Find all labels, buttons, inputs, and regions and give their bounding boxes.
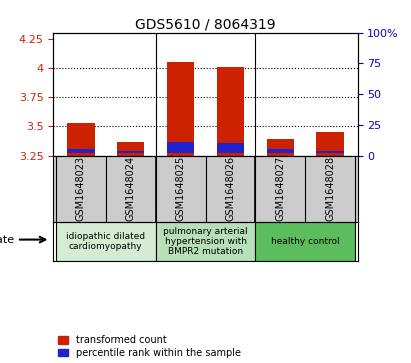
Text: GSM1648028: GSM1648028: [325, 156, 335, 221]
Text: GSM1648024: GSM1648024: [126, 156, 136, 221]
Bar: [255, 222, 355, 261]
Bar: [167, 142, 194, 153]
Text: GSM1648027: GSM1648027: [275, 156, 285, 221]
Bar: [217, 143, 244, 153]
Text: pulmonary arterial
hypertension with
BMPR2 mutation: pulmonary arterial hypertension with BMP…: [163, 227, 248, 257]
Text: GSM1648026: GSM1648026: [225, 156, 236, 221]
Text: GSM1648023: GSM1648023: [76, 156, 86, 221]
Bar: [117, 151, 144, 153]
Bar: [316, 132, 344, 156]
Text: disease state: disease state: [0, 234, 14, 245]
Bar: [267, 149, 294, 153]
Text: idiopathic dilated
cardiomyopathy: idiopathic dilated cardiomyopathy: [66, 232, 145, 251]
Text: healthy control: healthy control: [271, 237, 339, 246]
Bar: [267, 139, 294, 156]
Bar: [167, 62, 194, 156]
Bar: [56, 222, 156, 261]
Bar: [156, 222, 255, 261]
Title: GDS5610 / 8064319: GDS5610 / 8064319: [135, 17, 276, 32]
Bar: [217, 67, 244, 156]
Bar: [67, 149, 95, 153]
Text: GSM1648025: GSM1648025: [175, 156, 186, 221]
Legend: transformed count, percentile rank within the sample: transformed count, percentile rank withi…: [58, 335, 241, 358]
Bar: [316, 151, 344, 153]
Bar: [67, 123, 95, 156]
Bar: [117, 142, 144, 156]
